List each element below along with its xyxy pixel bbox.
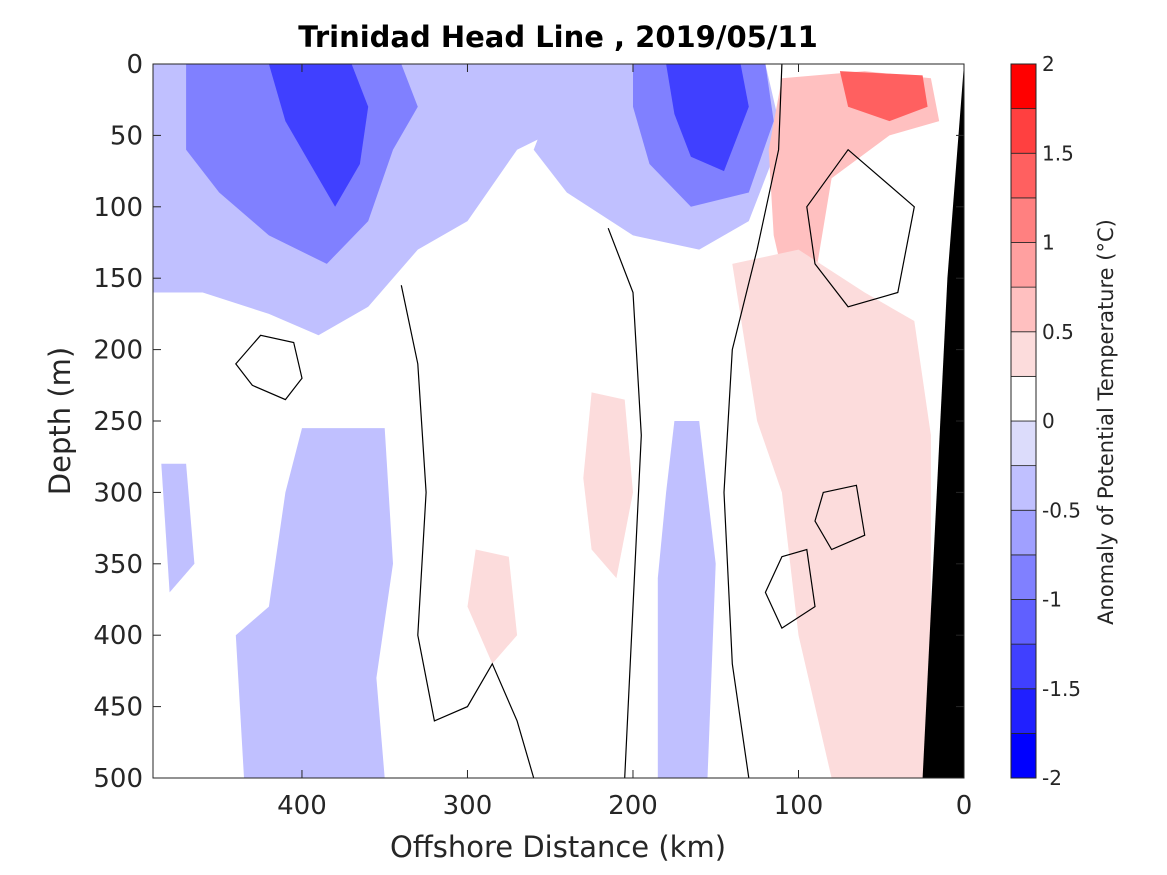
colorbar-tick-label: -0.5 (1042, 498, 1081, 522)
region-warm-lens-mid (583, 392, 633, 579)
y-tick-label: 300 (93, 478, 143, 508)
y-axis-title: Depth (m) (43, 347, 77, 495)
colorbar-swatch (1010, 554, 1037, 600)
region-cold-core-nearshore-strong (666, 64, 749, 172)
colorbar-swatch (1010, 688, 1037, 734)
zero-contour-shelf-loop (806, 148, 915, 308)
colorbar-tick-label: -2 (1042, 766, 1062, 790)
y-tick-label: 450 (93, 693, 143, 723)
region-cool-column-nearshore (657, 421, 716, 778)
plot-area (153, 64, 964, 778)
y-tick-label: 200 (93, 336, 143, 366)
colorbar-swatch (1010, 63, 1037, 110)
colorbar-frame (1010, 63, 1037, 779)
colorbar-tick-label: 1.5 (1042, 141, 1074, 165)
zero-contour-slope-loop-1 (814, 484, 866, 551)
region-cool-sliver-far-offshore (161, 463, 195, 593)
colorbar-tick-label: 0 (1042, 409, 1055, 433)
region-warm-shelf-surface (768, 71, 940, 307)
colorbar-swatch (1010, 599, 1037, 645)
colorbar-swatch (1010, 152, 1037, 199)
zero-contour-mid-column-east (607, 227, 642, 778)
x-tick-label: 300 (443, 791, 493, 821)
colorbar-tick-label: 2 (1042, 52, 1055, 76)
plot-clip-group (153, 64, 964, 778)
region-warm-shelf-core (839, 71, 928, 122)
colorbar-tick-label: -1.5 (1042, 677, 1081, 701)
region-cool-column-offshore (235, 428, 393, 778)
region-warm-slope (732, 249, 931, 778)
axes: 400 300 200 100 0 0 50 100 150 200 250 300 350 400 450… (93, 50, 972, 821)
x-tick-label: 400 (277, 791, 327, 821)
region-cold-core-offshore-strong (268, 64, 369, 207)
y-tick-label: 250 (93, 407, 143, 437)
colorbar-swatch (1010, 375, 1037, 422)
y-tick-label: 350 (93, 550, 143, 580)
colorbar-tick-label: -1 (1042, 588, 1062, 612)
colorbar-swatch (1010, 732, 1037, 779)
colorbar-tick-label: 0.5 (1042, 320, 1074, 344)
colorbar-swatch (1010, 286, 1037, 333)
colorbar-swatch (1010, 108, 1037, 154)
x-tick-label: 100 (774, 791, 824, 821)
colorbar-swatch (1010, 643, 1037, 690)
colorbar-tick-label: 1 (1042, 231, 1055, 255)
colorbar-swatch (1010, 420, 1037, 467)
colorbar-swatch (1010, 509, 1037, 556)
y-tick-label: 50 (110, 121, 143, 151)
colorbar-swatch (1010, 242, 1037, 288)
x-tick-label: 200 (608, 791, 658, 821)
chart-title: Trinidad Head Line , 2019/05/11 (298, 20, 818, 54)
x-tick-label: 0 (956, 791, 973, 821)
zero-contour-nearshore-front (723, 64, 783, 778)
y-tick-label: 0 (126, 50, 143, 80)
zero-contour-mid-column (400, 285, 535, 778)
colorbar-swatch (1010, 197, 1037, 243)
colorbar: 2 1.5 1 0.5 0 -0.5 -1 -1.5 -2 (1010, 52, 1081, 790)
x-axis-title: Offshore Distance (km) (390, 830, 726, 864)
colorbar-swatch (1010, 331, 1037, 377)
y-tick-label: 100 (93, 193, 143, 223)
zero-contour-slope-loop-2 (764, 548, 816, 629)
bathymetry-mask (922, 64, 964, 778)
y-tick-label: 500 (93, 764, 143, 794)
y-tick-label: 150 (93, 264, 143, 294)
region-warm-lens-deep (467, 549, 518, 664)
zero-contour-offshore-loop (235, 334, 303, 401)
colorbar-title: Anomaly of Potential Temperature (°C) (1094, 219, 1118, 625)
y-tick-label: 400 (93, 621, 143, 651)
colorbar-swatch (1010, 465, 1037, 511)
